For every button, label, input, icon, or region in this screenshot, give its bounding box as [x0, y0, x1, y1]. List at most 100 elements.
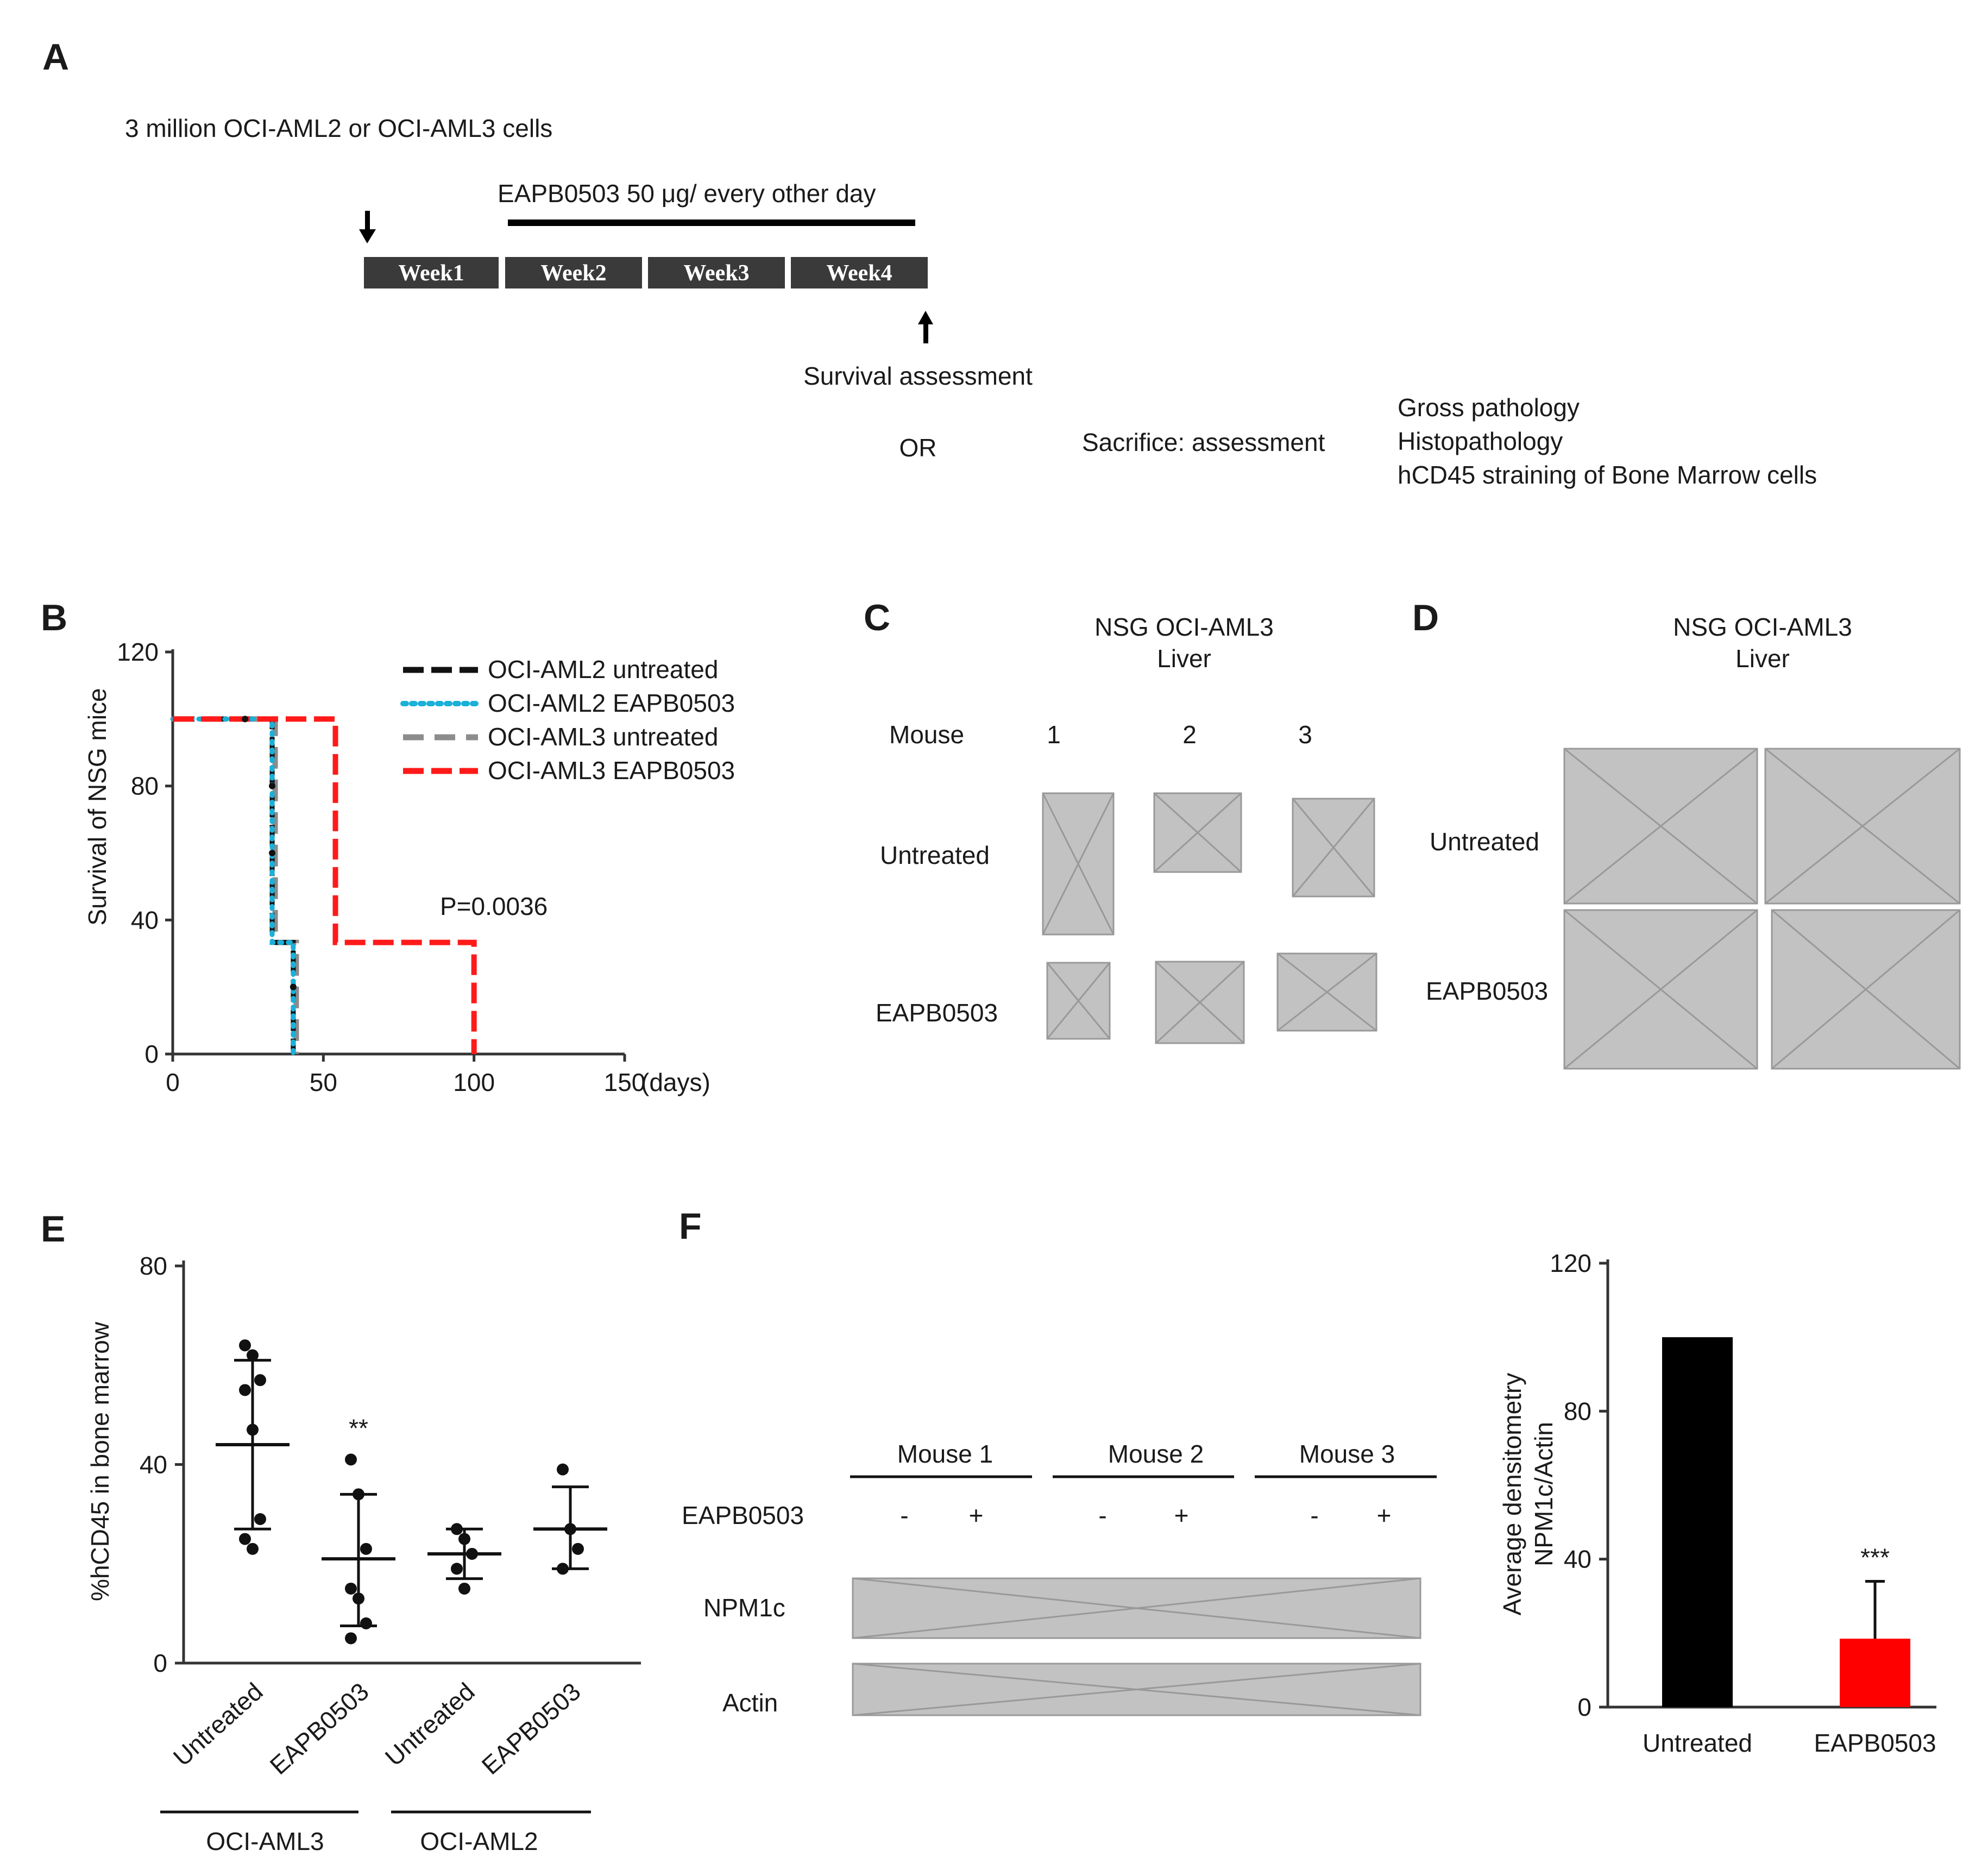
- x-tick-label: 0: [166, 1068, 180, 1096]
- x-category-label: Untreated: [380, 1677, 480, 1772]
- row-label-eapb0503: EAPB0503: [876, 999, 998, 1027]
- mouse-number: 3: [1298, 720, 1312, 749]
- y-tick-label: 80: [131, 772, 159, 800]
- panel-e: E %hCD45 in bone marrow 0 40 80 ** Untreat…: [41, 1208, 641, 1855]
- scatter-y-axis-label: %hCD45 in bone marrow: [86, 1321, 114, 1601]
- blot-image-placeholder: [852, 1577, 1421, 1639]
- panel-d-subtitle: Liver: [1735, 644, 1790, 673]
- assessment-item: hCD45 straining of Bone Marrow cells: [1398, 461, 1817, 489]
- p-value-label: P=0.0036: [440, 892, 548, 920]
- panel-c-title: NSG OCI-AML3: [1094, 613, 1274, 641]
- mouse-number: 1: [1047, 720, 1061, 749]
- data-point: [239, 1533, 251, 1545]
- panel-a: A 3 million OCI-AML2 or OCI-AML3 cells E…: [42, 36, 1817, 489]
- blot-treatment-label: EAPB0503: [682, 1501, 804, 1529]
- data-point: [247, 1542, 259, 1555]
- week-bar-4: [791, 257, 928, 288]
- survival-y-axis-label: Survival of NSG mice: [83, 688, 111, 925]
- liver-photo-placeholder: [1046, 962, 1111, 1040]
- data-point: [360, 1542, 372, 1555]
- blot-sign: +: [1174, 1501, 1189, 1529]
- assessment-item: Histopathology: [1398, 427, 1563, 455]
- data-point: [360, 1617, 372, 1629]
- x-category-label: EAPB0503: [1814, 1729, 1936, 1757]
- survival-lines: [170, 716, 477, 1057]
- week-bar-3: [648, 257, 785, 288]
- bar-y-axis-label: NPM1c/Actin: [1530, 1422, 1558, 1566]
- injection-arrow-icon: [359, 211, 376, 243]
- assessment-arrow-icon: [918, 311, 933, 343]
- survival-legend: OCI-AML2 untreated OCI-AML2 EAPB0503 OCI…: [400, 655, 735, 785]
- censor-mark: [269, 782, 276, 789]
- blot-mouse-label: Mouse 3: [1299, 1440, 1395, 1468]
- sacrifice-assessment-text: Sacrifice: assessment: [1082, 428, 1325, 456]
- y-tick-label: 80: [1564, 1397, 1591, 1425]
- significance-annotation: **: [349, 1414, 368, 1442]
- data-point: [353, 1488, 364, 1501]
- row-label-eapb0503: EAPB0503: [1426, 977, 1548, 1005]
- data-point: [451, 1563, 463, 1575]
- liver-photo-placeholder: [1042, 792, 1115, 936]
- bar-y-axis-label: Average densitometry: [1498, 1373, 1526, 1616]
- liver-photo-placeholder: [1155, 961, 1245, 1044]
- data-point: [557, 1563, 569, 1575]
- x-tick-label: 100: [453, 1068, 495, 1096]
- data-point: [247, 1349, 259, 1362]
- y-tick-label: 120: [117, 638, 159, 666]
- or-text: OR: [899, 434, 937, 462]
- blot-mouse-label: Mouse 1: [897, 1440, 993, 1468]
- panel-letter-f: F: [679, 1206, 702, 1247]
- blot-image-placeholder: [852, 1663, 1421, 1716]
- data-point: [247, 1423, 259, 1436]
- data-point: [353, 1592, 364, 1605]
- censor-mark: [290, 983, 297, 990]
- x-tick-label: 150: [604, 1068, 646, 1096]
- data-point: [572, 1542, 584, 1555]
- week-label-2: Week2: [540, 261, 606, 286]
- week-label-3: Week3: [683, 261, 749, 286]
- bar: [1662, 1337, 1733, 1707]
- x-axis-unit-label: (days): [641, 1068, 710, 1096]
- y-tick-label: 0: [153, 1649, 167, 1677]
- y-tick-label: 40: [1564, 1545, 1591, 1573]
- blot-sign: -: [900, 1501, 908, 1529]
- group-label-oci-aml3: OCI-AML3: [206, 1827, 324, 1855]
- assessment-item: Gross pathology: [1398, 393, 1580, 422]
- liver-photo-placeholder: [1292, 798, 1375, 898]
- blot-sign: -: [1310, 1501, 1318, 1529]
- y-tick-label: 80: [140, 1252, 167, 1280]
- mouse-header: Mouse: [889, 720, 964, 749]
- x-category-label: EAPB0503: [265, 1677, 374, 1780]
- row-label-untreated: Untreated: [1430, 827, 1539, 856]
- censor-mark: [242, 716, 249, 723]
- week-label-1: Week1: [398, 261, 464, 286]
- blot-row-label-actin: Actin: [722, 1689, 778, 1717]
- cells-injection-text: 3 million OCI-AML2 or OCI-AML3 cells: [125, 114, 552, 142]
- survival-ticks: 0 40 80 120 0 50 100 150(days): [117, 638, 710, 1096]
- data-point: [458, 1533, 470, 1545]
- significance-annotation: ***: [1860, 1544, 1890, 1572]
- survival-line: [173, 716, 299, 1054]
- liver-photo-placeholder: [1276, 952, 1377, 1032]
- data-point: [557, 1463, 569, 1476]
- legend-label: OCI-AML2 untreated: [488, 655, 718, 683]
- panel-f: F Mouse 1 Mouse 2 Mouse 3 EAPB0503 - + -…: [679, 1206, 1936, 1757]
- data-point: [239, 1339, 251, 1352]
- x-category-label: EAPB0503: [476, 1677, 586, 1780]
- bar-ticks: 0 40 80 120: [1550, 1249, 1608, 1721]
- y-tick-label: 120: [1550, 1249, 1591, 1277]
- treatment-duration-bar: [508, 219, 915, 226]
- panel-c-subtitle: Liver: [1157, 644, 1211, 673]
- data-point: [458, 1582, 470, 1595]
- data-point: [564, 1523, 576, 1535]
- panel-letter-c: C: [864, 597, 890, 638]
- data-point: [466, 1547, 478, 1560]
- week-bar-1: [364, 257, 499, 288]
- treatment-schedule-text: EAPB0503 50 μg/ every other day: [498, 179, 876, 208]
- panel-letter-d: D: [1412, 597, 1439, 638]
- blot-mouse-label: Mouse 2: [1108, 1440, 1204, 1468]
- group-label-oci-aml2: OCI-AML2: [420, 1827, 538, 1855]
- y-tick-label: 40: [140, 1451, 167, 1479]
- blot-row-label-npm1c: NPM1c: [703, 1594, 785, 1622]
